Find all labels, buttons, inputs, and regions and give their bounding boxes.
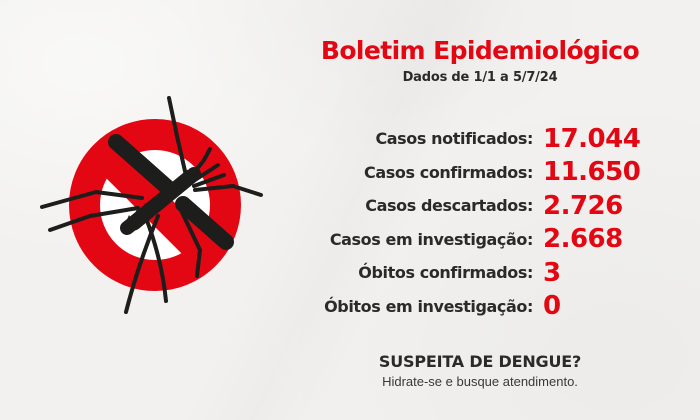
stat-row-casos-descartados: Casos descartados: 2.726 (300, 189, 660, 223)
stat-label: Casos em investigação: (329, 229, 534, 249)
stat-label: Casos descartados: (365, 196, 533, 216)
prohibition-ring (69, 119, 241, 291)
stat-value: 2.726 (543, 190, 623, 221)
date-range-subtitle: Dados de 1/1 a 5/7/24 (402, 70, 558, 85)
page-title: Boletim Epidemiológico (320, 36, 640, 65)
stat-row-casos-em-investigacao: Casos em investigação: 2.668 (300, 223, 660, 257)
bulletin-content: Boletim Epidemiológico Dados de 1/1 a 5/… (300, 0, 660, 420)
stat-label: Casos confirmados: (364, 162, 533, 182)
stat-value: 2.668 (543, 224, 623, 255)
stats-list: Casos notificados: 17.044 Casos confirma… (300, 122, 660, 323)
stat-row-obitos-em-investigacao: Óbitos em investigação: 0 (300, 290, 660, 324)
no-mosquito-sign-graphic (40, 96, 263, 314)
stat-value: 3 (543, 257, 561, 288)
stat-label: Óbitos confirmados: (358, 263, 533, 283)
stat-row-casos-confirmados: Casos confirmados: 11.650 (300, 156, 660, 190)
stat-value: 11.650 (543, 157, 641, 188)
mosquito-figure (40, 96, 263, 314)
stat-value: 0 (543, 291, 561, 322)
footer-advice: SUSPEITA DE DENGUE? Hidrate-se e busque … (300, 352, 660, 389)
no-mosquito-icon (30, 80, 286, 336)
stat-value: 17.044 (543, 123, 641, 154)
footer-text: Hidrate-se e busque atendimento. (382, 374, 578, 389)
footer-heading: SUSPEITA DE DENGUE? (378, 352, 582, 371)
stat-row-obitos-confirmados: Óbitos confirmados: 3 (300, 256, 660, 290)
stat-label: Óbitos em investigação: (324, 296, 533, 316)
stat-label: Casos notificados: (375, 129, 533, 149)
stat-row-casos-notificados: Casos notificados: 17.044 (300, 122, 660, 156)
